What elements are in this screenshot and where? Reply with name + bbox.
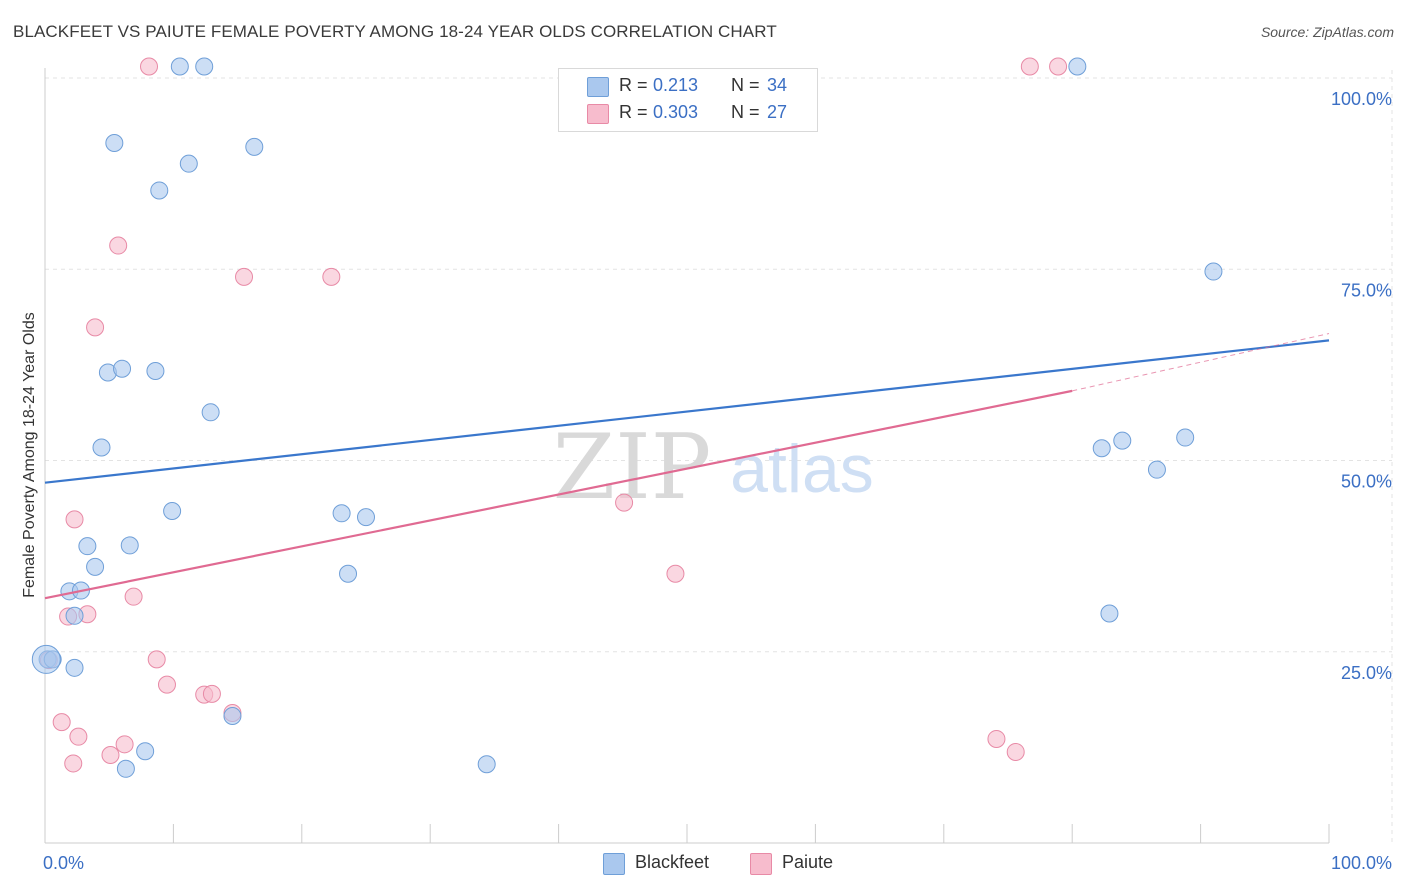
tick-labels: 25.0% 50.0% 75.0% 100.0% 0.0% 100.0%	[43, 89, 1392, 873]
paiute-trend-line	[44, 389, 1073, 600]
paiute-point	[124, 587, 143, 606]
paiute-point	[115, 735, 134, 754]
legend-n-label: N =	[731, 75, 760, 95]
legend-n-label: N =	[731, 102, 760, 122]
watermark-atlas: atlas	[730, 431, 874, 507]
source-credit: Source: ZipAtlas.com	[1260, 24, 1394, 40]
axes	[44, 68, 1330, 844]
x-tick-label: 100.0%	[1331, 853, 1392, 873]
paiute-point	[235, 267, 254, 286]
paiute-point	[52, 713, 71, 732]
blackfeet-point	[1204, 262, 1223, 281]
blackfeet-point	[65, 606, 84, 625]
blackfeet-point	[339, 564, 358, 583]
paiute-point	[69, 727, 88, 746]
y-tick-label: 25.0%	[1341, 663, 1392, 683]
paiute-point	[65, 510, 84, 529]
paiute-point	[615, 493, 634, 512]
blackfeet-point	[163, 501, 182, 520]
paiute-point	[1006, 742, 1025, 761]
x-tick-label: 0.0%	[43, 853, 84, 873]
legend-r-label: R =	[619, 102, 648, 122]
blackfeet-point	[179, 154, 198, 173]
y-tick-label: 50.0%	[1341, 472, 1392, 492]
legend-swatch-blackfeet	[587, 77, 609, 97]
y-tick-label: 100.0%	[1331, 89, 1392, 109]
blackfeet-point	[245, 137, 264, 156]
y-tick-label: 75.0%	[1341, 280, 1392, 300]
blackfeet-point	[1092, 439, 1111, 458]
blackfeet-point	[78, 537, 97, 556]
paiute-point	[987, 729, 1006, 748]
paiute-point	[64, 754, 83, 773]
paiute-point	[202, 684, 221, 703]
blackfeet-point	[223, 707, 242, 726]
blackfeet-point	[1113, 431, 1132, 450]
paiute-point	[157, 675, 176, 694]
blackfeet-point	[332, 504, 351, 523]
blackfeet-point	[357, 508, 375, 527]
chart-title: BLACKFEET VS PAIUTE FEMALE POVERTY AMONG…	[13, 22, 777, 41]
stats-legend: R = 0.213 N = 34 R = 0.303 N = 27	[558, 68, 818, 132]
paiute-point	[109, 236, 128, 255]
blackfeet-point	[86, 557, 105, 576]
blackfeet-points	[31, 57, 1223, 778]
trend-lines	[44, 333, 1330, 600]
paiute-trend-extension	[1072, 333, 1330, 392]
legend-r-label: R =	[619, 75, 648, 95]
blackfeet-point	[65, 658, 84, 677]
blackfeet-point-large	[31, 644, 61, 674]
legend-swatch-paiute	[750, 853, 772, 875]
blackfeet-point	[195, 57, 214, 76]
legend-r-value: 0.213	[653, 75, 699, 95]
blackfeet-point	[1176, 428, 1195, 447]
paiute-point	[322, 267, 341, 286]
blackfeet-point	[477, 755, 496, 774]
blackfeet-point	[116, 759, 135, 778]
blackfeet-trend-line	[44, 339, 1330, 484]
paiute-point	[147, 650, 166, 669]
paiute-point	[140, 57, 159, 76]
paiute-point	[666, 564, 685, 583]
gridlines	[45, 70, 1393, 843]
blackfeet-point	[1068, 57, 1087, 76]
blackfeet-point	[1100, 604, 1119, 623]
blackfeet-point	[170, 57, 189, 76]
blackfeet-point	[105, 134, 124, 153]
blackfeet-point	[1147, 460, 1166, 479]
watermark: ZIP atlas	[553, 415, 874, 520]
paiute-point	[101, 746, 120, 765]
blackfeet-point	[201, 403, 220, 422]
paiute-point	[1049, 57, 1068, 76]
blackfeet-point	[92, 438, 111, 457]
blackfeet-point	[113, 359, 132, 378]
paiute-point	[86, 318, 105, 337]
blackfeet-point	[146, 361, 165, 380]
paiute-point	[1020, 57, 1039, 76]
legend-swatch-blackfeet	[603, 853, 625, 875]
legend-n-value: 27	[767, 102, 788, 122]
blackfeet-point	[150, 181, 169, 200]
legend-label-paiute: Paiute	[782, 852, 834, 872]
legend-swatch-paiute	[587, 104, 609, 124]
legend-r-value: 0.303	[653, 102, 699, 122]
blackfeet-point	[120, 536, 139, 555]
blackfeet-point	[136, 742, 155, 761]
legend-n-value: 34	[767, 75, 788, 95]
legend-label-blackfeet: Blackfeet	[635, 852, 710, 872]
